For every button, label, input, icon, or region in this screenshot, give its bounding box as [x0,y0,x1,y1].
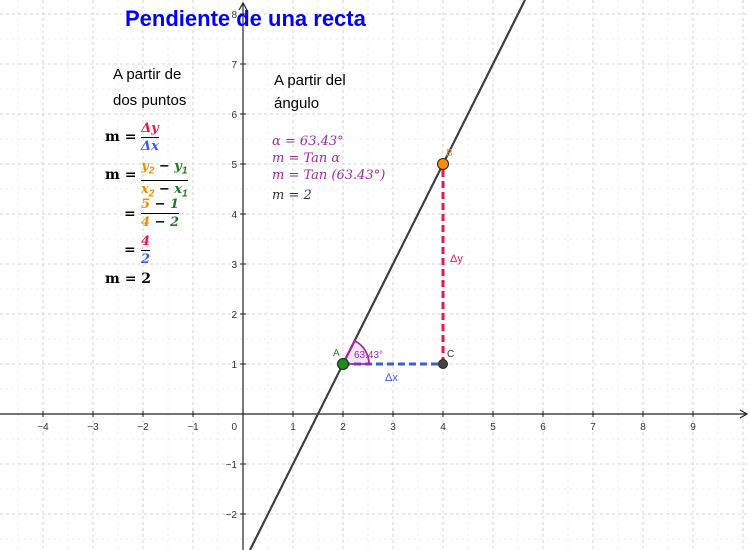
right-heading-line1: A partir del [274,72,346,89]
construction: 63.43°Δx Δy [249,0,526,550]
y-tick-label: 4 [231,210,237,221]
m-tan-value: m = Tan (63.43°) [272,168,386,183]
x-tick-label: 6 [540,422,546,433]
x-tick-label: −4 [37,422,49,433]
formula-2-numerator: y2 − y1 [141,159,188,177]
y-tick-label: −2 [226,510,238,521]
formula-4-numerator: 4 [141,234,151,249]
x-tick-label: 4 [440,422,446,433]
delta-x-denominator: Δx [141,137,159,154]
angle-arc [341,339,370,365]
y-tick-label: 8 [231,10,237,21]
m-equals-two: m = 2 [272,188,312,203]
delta-y-numerator: Δy [141,121,159,136]
formula-1-lhs: m = [105,129,137,145]
main-line [249,0,526,550]
page-title: Pendiente de una recta [125,6,366,31]
formula-2-lhs: m = [105,167,137,183]
m-tan-alpha: m = Tan α [272,151,341,166]
point-label-c: C [447,349,454,360]
point-b[interactable] [437,158,449,170]
formula-3-fraction: 5 − 1 4 − 2 [141,197,180,231]
alpha-value: α = 63.43° [272,134,344,149]
point-label-b: B [446,148,453,159]
points-layer[interactable]: A B C [333,148,454,370]
y-tick-label: 7 [231,60,237,71]
y-axis-arrow [238,1,248,11]
formula-2-fraction: y2 − y1 x2 − x1 [141,159,188,202]
formula-3-numerator: 5 − 1 [141,197,180,212]
y-tick-label: 2 [231,310,237,321]
x-tick-label: −1 [187,422,199,433]
left-heading-line2: dos puntos [113,92,187,109]
formula-4-denominator: 2 [141,250,151,267]
y-tick-label: 1 [231,360,237,371]
delta-y-label: Δy [450,253,463,265]
formula-3-equals: = [124,206,136,222]
formula-result: m = 2 [105,271,152,287]
y-tick-label: 3 [231,260,237,271]
y-tick-label: 5 [231,160,237,171]
formula-4-equals: = [124,242,136,258]
delta-x-label: Δx [385,372,398,384]
x-tick-label: 5 [490,422,496,433]
x-tick-label: −3 [87,422,99,433]
point-c[interactable] [438,359,448,369]
x-tick-label: −2 [137,422,149,433]
point-a[interactable] [337,358,349,370]
x-tick-label: 1 [290,422,296,433]
x-tick-label: 7 [590,422,596,433]
x-tick-label: 3 [390,422,396,433]
left-heading-line1: A partir de [113,66,182,83]
right-heading-line2: ángulo [274,95,320,112]
formula-2-denominator: x2 − x1 [141,179,188,203]
y-tick-label: −1 [226,460,238,471]
x-axis-arrow [739,409,749,419]
formula-3-denominator: 4 − 2 [141,213,180,230]
x-tick-label: 2 [340,422,346,433]
formula-1-fraction: Δy Δx [141,121,159,155]
tick-labels: −4 −3 −2 −1 1 2 3 4 5 6 7 8 9 −2 −1 1 2 3 4 5 6 7 8 0 [37,10,696,521]
point-label-a: A [333,348,340,359]
x-tick-label: 9 [690,422,696,433]
formula-4-fraction: 4 2 [141,234,151,268]
x-tick-label: 8 [640,422,646,433]
origin-label: 0 [231,422,237,433]
y-tick-label: 6 [231,110,237,121]
angle-label: 63.43° [354,350,383,361]
